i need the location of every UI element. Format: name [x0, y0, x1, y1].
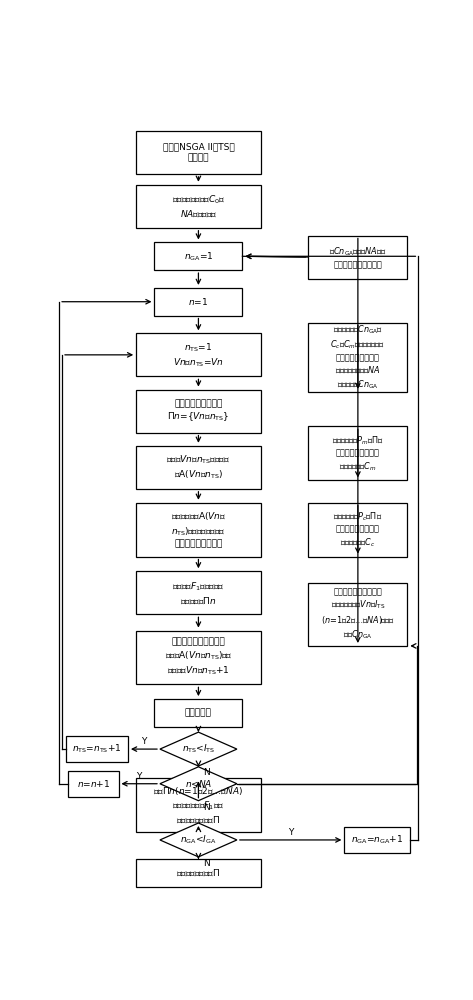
FancyBboxPatch shape: [136, 185, 261, 228]
Text: 更新禁忌表: 更新禁忌表: [185, 708, 212, 717]
FancyBboxPatch shape: [136, 503, 261, 557]
Text: 按照交叉比例$P_c$从$\Pi$中
选出个体进行交叉操
作，生成解集$C_c$: 按照交叉比例$P_c$从$\Pi$中 选出个体进行交叉操 作，生成解集$C_c$: [333, 510, 383, 549]
FancyBboxPatch shape: [136, 131, 261, 174]
Text: 生成解$Vn$，$n_{\rm TS}$的领域解
集A($Vn$，$n_{\rm TS}$): 生成解$Vn$，$n_{\rm TS}$的领域解 集A($Vn$，$n_{\rm…: [166, 453, 230, 481]
FancyBboxPatch shape: [136, 333, 261, 376]
Text: $n$=$n$+1: $n$=$n$+1: [77, 778, 110, 789]
FancyBboxPatch shape: [136, 631, 261, 684]
FancyBboxPatch shape: [136, 571, 261, 614]
FancyBboxPatch shape: [154, 288, 242, 316]
Text: 评价$\Pi n$($n$=1，2，…，$NA$)
中所有个体，将$F_1$中解
赋给全局最优解集$\Pi$: 评价$\Pi n$($n$=1，2，…，$NA$) 中所有个体，将$F_1$中解…: [153, 785, 244, 825]
Text: $n_{\rm GA}$<$I_{\rm GA}$: $n_{\rm GA}$<$I_{\rm GA}$: [180, 834, 217, 846]
FancyBboxPatch shape: [136, 859, 261, 887]
FancyBboxPatch shape: [154, 699, 242, 727]
FancyBboxPatch shape: [308, 235, 407, 279]
Text: 若$Cn_{\rm GA}$中不足$NA$个个
体，通过随机生成补齐: 若$Cn_{\rm GA}$中不足$NA$个个 体，通过随机生成补齐: [329, 245, 387, 269]
Text: 输出全局最优解集$\Pi$: 输出全局最优解集$\Pi$: [176, 868, 220, 878]
Text: 评价领域解集A($Vn$，
$n_{\rm TS}$)中的每一个解，给
出层级秩和拥挤距离: 评价领域解集A($Vn$， $n_{\rm TS}$)中的每一个解，给 出层级秩…: [171, 510, 226, 549]
Polygon shape: [160, 732, 237, 766]
Text: $n_{\rm TS}$<$I_{\rm TS}$: $n_{\rm TS}$<$I_{\rm TS}$: [182, 743, 215, 755]
Text: Y: Y: [137, 772, 142, 781]
FancyBboxPatch shape: [308, 503, 407, 557]
Polygon shape: [160, 823, 237, 857]
Polygon shape: [160, 767, 237, 801]
Text: N: N: [203, 768, 210, 777]
Text: $n_{\rm GA}$=$n_{\rm GA}$+1: $n_{\rm GA}$=$n_{\rm GA}$+1: [351, 834, 403, 846]
Text: 应用属于$F_1$的解更新局
部最优解集$\Pi n$: 应用属于$F_1$的解更新局 部最优解集$\Pi n$: [172, 580, 225, 606]
FancyBboxPatch shape: [66, 736, 128, 762]
FancyBboxPatch shape: [308, 323, 407, 392]
Text: N: N: [203, 803, 210, 812]
Text: 初始化局部最优解集
$\Pi n$={$Vn$，$n_{\rm TS}$}: 初始化局部最优解集 $\Pi n$={$Vn$，$n_{\rm TS}$}: [167, 399, 230, 423]
Text: 初始化NSGA II和TS算
法的参数: 初始化NSGA II和TS算 法的参数: [163, 142, 234, 162]
Text: 随机生成初始种群$C_0$：
$NA$个不同个体: 随机生成初始种群$C_0$： $NA$个不同个体: [172, 193, 225, 219]
FancyBboxPatch shape: [308, 583, 407, 646]
Text: $n_{\rm TS}$=$n_{\rm TS}$+1: $n_{\rm TS}$=$n_{\rm TS}$+1: [72, 743, 122, 755]
Text: 选择符合禁忌表和特赦
准则的A($Vn$，$n_{\rm TS}$)中最
优解赋给$Vn$，$n_{\rm TS}$+1: 选择符合禁忌表和特赦 准则的A($Vn$，$n_{\rm TS}$)中最 优解赋…: [165, 638, 232, 677]
Text: Y: Y: [141, 737, 147, 746]
FancyBboxPatch shape: [136, 446, 261, 489]
FancyBboxPatch shape: [136, 389, 261, 433]
Text: $n$<$NA$: $n$<$NA$: [184, 778, 212, 789]
FancyBboxPatch shape: [154, 242, 242, 270]
Text: 评价领域解集$Cn_{\rm GA}$、
$C_c$、$C_m$中的每一个解，
给出层级秩和拥挤距
离，并选择最优的$NA$
个个体赋给$Cn_{\rm GA}: 评价领域解集$Cn_{\rm GA}$、 $C_c$、$C_m$中的每一个解， …: [330, 324, 385, 391]
FancyBboxPatch shape: [344, 827, 410, 853]
FancyBboxPatch shape: [308, 426, 407, 480]
FancyBboxPatch shape: [68, 771, 119, 797]
FancyBboxPatch shape: [136, 778, 261, 832]
Text: 按照交叉比例$P_m$从$\Pi$中
选出个体进行变异操
作，生成解集$C_m$: 按照交叉比例$P_m$从$\Pi$中 选出个体进行变异操 作，生成解集$C_m$: [332, 434, 384, 473]
Text: Y: Y: [288, 828, 293, 837]
Text: $n$=1: $n$=1: [188, 296, 209, 307]
Text: N: N: [203, 859, 210, 868]
Text: $n_{\rm TS}$=1
$Vn$，$n_{\rm TS}$=$Vn$: $n_{\rm TS}$=1 $Vn$，$n_{\rm TS}$=$Vn$: [173, 341, 224, 369]
Text: $n_{\rm GA}$=1: $n_{\rm GA}$=1: [184, 250, 213, 263]
Text: 输出每个个体禁忌算法
结束时生成的解$Vn$，$I_{\rm TS}$
($n$=1，2，…，$NA$)，构成
解集$Cn_{\rm GA}$: 输出每个个体禁忌算法 结束时生成的解$Vn$，$I_{\rm TS}$ ($n$…: [321, 587, 395, 641]
